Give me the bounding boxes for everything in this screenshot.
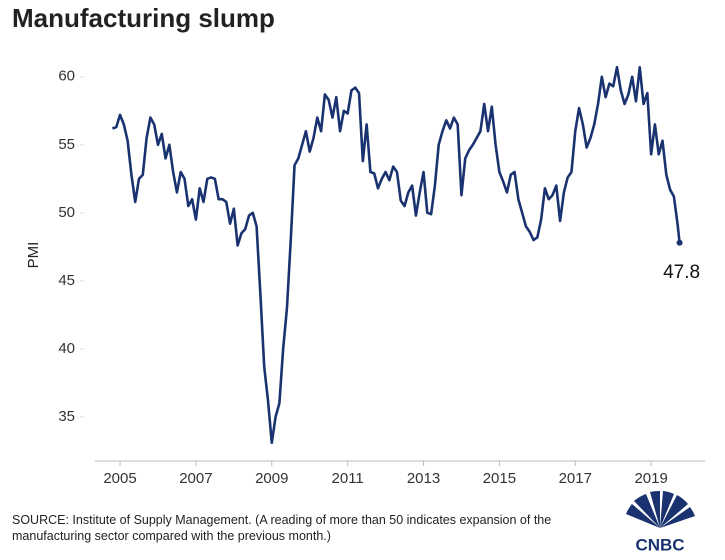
logo-text: CNBC: [635, 535, 684, 554]
y-tick-label: 55: [58, 136, 75, 153]
x-tick-label: 2015: [483, 470, 516, 487]
cnbc-peacock: [626, 490, 695, 528]
y-tick-label: 35: [58, 408, 75, 425]
source-box: SOURCE: Institute of Supply Management. …: [12, 513, 552, 543]
x-tick-label: 2011: [332, 470, 364, 487]
end-value-label: 47.8: [663, 262, 700, 283]
chart-title: Manufacturing slump: [12, 3, 275, 33]
x-tick-label: 2007: [179, 470, 212, 487]
x-tick-label: 2009: [255, 470, 288, 487]
y-tick-label: 40: [58, 340, 75, 357]
y-tick-label: 45: [58, 272, 75, 289]
x-tick-label: 2017: [559, 470, 592, 487]
y-tick-label: 50: [58, 204, 75, 221]
y-axis-label: PMI: [25, 242, 42, 269]
end-point: [676, 239, 683, 246]
pmi-line: [112, 65, 681, 445]
y-tick-label: 60: [58, 68, 75, 85]
x-tick-label: 2019: [634, 470, 667, 487]
x-tick-label: 2005: [103, 470, 136, 487]
x-tick-label: 2013: [407, 470, 440, 487]
source-note: SOURCE: Institute of Supply Management. …: [12, 513, 552, 543]
